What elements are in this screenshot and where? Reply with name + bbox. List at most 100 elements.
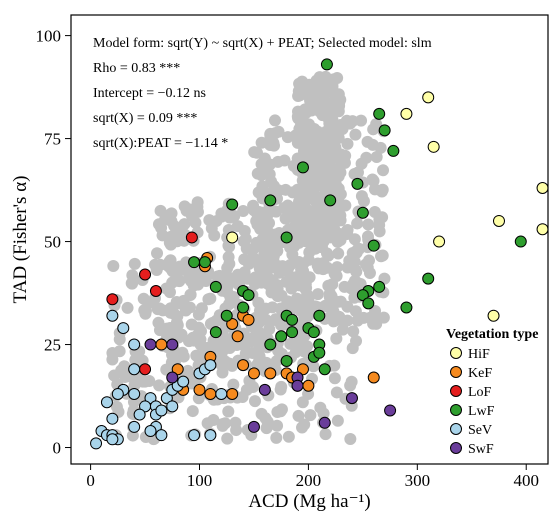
point-lwf: [422, 272, 435, 285]
background-point: [298, 418, 311, 431]
point-sev: [128, 420, 141, 433]
background-point: [333, 228, 346, 241]
background-point: [331, 148, 344, 161]
point-sev: [133, 408, 146, 421]
background-point: [163, 236, 176, 249]
background-point: [110, 400, 123, 413]
background-point: [373, 213, 386, 226]
background-point: [319, 428, 332, 441]
background-point: [279, 183, 292, 196]
background-point: [259, 246, 272, 259]
background-point: [282, 430, 295, 443]
legend-entry-sev: SeV: [450, 423, 492, 438]
y-tick-label: 25: [44, 336, 61, 355]
point-lwf: [209, 280, 222, 293]
point-sev: [204, 429, 217, 442]
background-point: [263, 158, 276, 171]
point-kef: [226, 317, 239, 330]
background-point: [221, 432, 234, 445]
background-point: [128, 257, 141, 270]
point-lwf: [264, 338, 277, 351]
background-point: [331, 261, 344, 274]
point-hif: [422, 91, 435, 104]
background-point: [170, 295, 183, 308]
point-sev: [106, 433, 119, 446]
point-lwf: [356, 206, 369, 219]
point-sev: [155, 404, 168, 417]
point-lwf: [286, 326, 299, 339]
background-point: [375, 250, 388, 263]
y-tick-label: 75: [44, 130, 61, 149]
background-point: [178, 218, 191, 231]
background-point: [227, 378, 240, 391]
background-point: [259, 302, 272, 315]
point-hif: [492, 214, 505, 227]
background-point: [199, 275, 212, 288]
point-hif: [400, 107, 413, 120]
background-point: [275, 403, 288, 416]
y-tick-label: 100: [36, 27, 62, 46]
y-axis-ticks: 0 25 50 75 100: [36, 27, 71, 458]
point-lwf: [264, 194, 277, 207]
point-lwf: [320, 58, 333, 71]
background-point: [349, 263, 362, 276]
background-point: [305, 104, 318, 117]
background-point: [281, 131, 294, 144]
legend-marker: [450, 385, 462, 397]
background-point: [176, 232, 189, 245]
background-point: [250, 236, 263, 249]
point-hif: [226, 231, 239, 244]
point-sev: [90, 437, 103, 450]
background-point: [296, 341, 309, 354]
background-point: [223, 298, 236, 311]
background-point: [236, 391, 249, 404]
background-point: [319, 231, 332, 244]
background-point: [206, 316, 219, 329]
background-point: [163, 255, 176, 268]
point-kef: [302, 379, 315, 392]
background-point: [154, 204, 167, 217]
point-lwf: [313, 309, 326, 322]
point-sev: [144, 392, 157, 405]
background-point: [346, 246, 359, 259]
point-sev: [144, 425, 157, 438]
point-sev: [128, 363, 141, 376]
background-point: [113, 345, 126, 358]
background-point: [295, 118, 308, 131]
background-point: [153, 379, 166, 392]
point-kef: [237, 359, 250, 372]
point-kef: [193, 383, 206, 396]
background-point: [229, 416, 242, 429]
legend-label: KeF: [468, 366, 492, 381]
point-sev: [117, 322, 130, 335]
background-point: [355, 157, 368, 170]
point-swf: [258, 383, 271, 396]
point-swf: [291, 379, 304, 392]
background-point: [252, 271, 265, 284]
point-sev: [100, 396, 113, 409]
background-point: [251, 167, 264, 180]
legend-marker: [450, 423, 462, 435]
legend-label: SeV: [468, 423, 492, 438]
background-point: [211, 270, 224, 283]
background-point: [319, 70, 332, 83]
background-point: [333, 99, 346, 112]
point-lwf: [362, 297, 375, 310]
background-point: [238, 253, 251, 266]
legend-marker: [450, 404, 462, 416]
background-point: [303, 204, 316, 217]
point-sev: [177, 375, 190, 388]
background-point: [125, 277, 138, 290]
background-point: [204, 292, 217, 305]
point-kef: [242, 313, 255, 326]
background-point: [137, 292, 150, 305]
point-kef: [264, 367, 277, 380]
point-lwf: [514, 235, 527, 248]
background-point: [355, 114, 368, 127]
point-lwf: [226, 198, 239, 211]
background-point: [302, 253, 315, 266]
y-tick-label: 0: [53, 439, 62, 458]
background-point: [317, 171, 330, 184]
background-point: [302, 292, 315, 305]
background-point: [269, 281, 282, 294]
